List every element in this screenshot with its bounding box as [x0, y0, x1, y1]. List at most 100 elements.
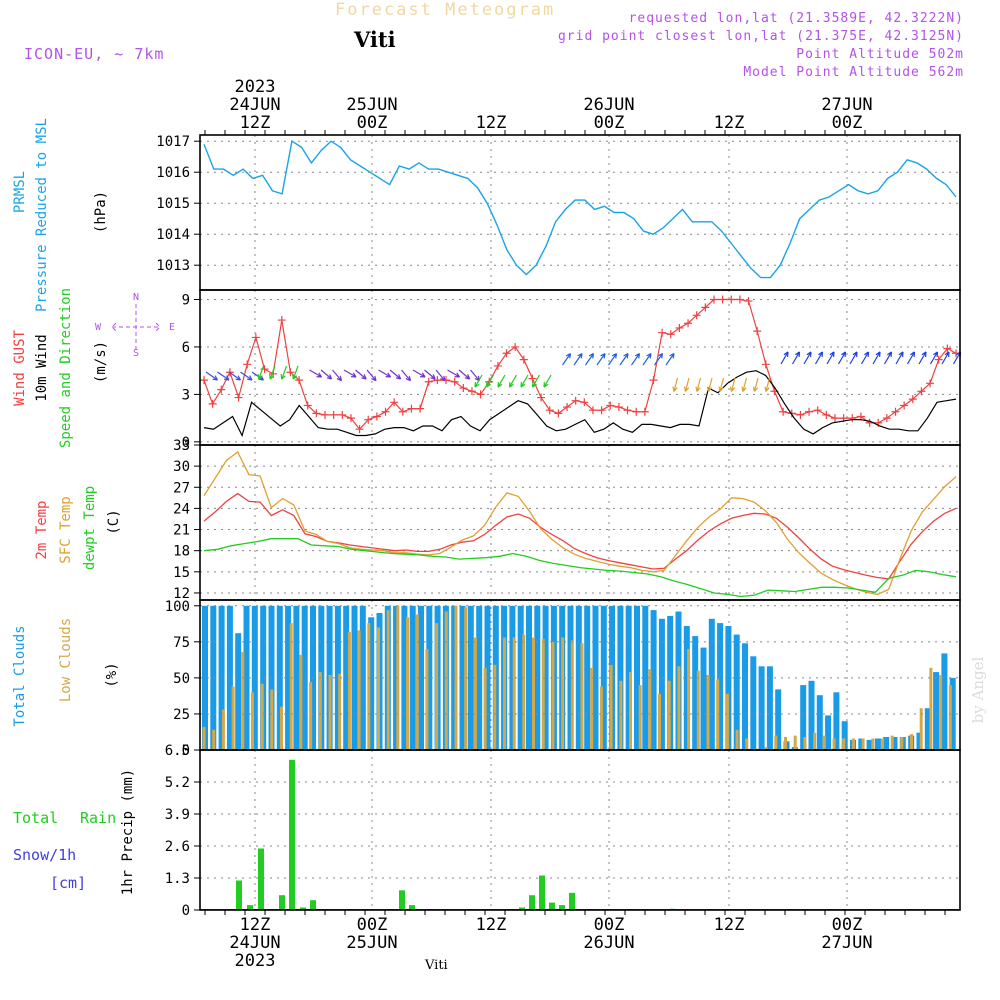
gust-marker: [528, 374, 537, 383]
wind-direction-arrow: [654, 352, 664, 366]
gust-marker: [234, 393, 243, 402]
wind-direction-arrow: [895, 351, 904, 365]
low-cloud-bar: [357, 630, 361, 750]
gust-marker: [493, 361, 502, 370]
total-cloud-bar: [343, 605, 350, 750]
wind-label-gust: Wind GUST: [12, 330, 28, 406]
wind-direction-arrow: [366, 369, 377, 382]
low-cloud-bar: [861, 738, 865, 750]
temp-line-sfc: [203, 451, 957, 596]
chart-title: Forecast Meteogram: [335, 0, 556, 20]
low-cloud-bar: [270, 689, 274, 750]
gust-marker: [433, 376, 442, 385]
gust-marker: [355, 425, 364, 434]
gust-marker: [200, 376, 208, 385]
top-hour-label: 00Z: [357, 113, 388, 133]
low-cloud-bar: [425, 649, 429, 750]
top-hour-label: 12Z: [476, 113, 507, 133]
low-cloud-bar: [309, 682, 313, 750]
gust-marker: [917, 387, 926, 396]
pressure-label-prmsl: PRMSL: [12, 171, 28, 213]
total-cloud-bar: [202, 605, 208, 750]
gust-marker: [424, 377, 433, 386]
top-hour-label: 00Z: [594, 113, 625, 133]
rain-bar: [279, 895, 285, 910]
gust-marker: [554, 409, 563, 418]
wind-direction-arrow: [257, 365, 265, 380]
y-tick-label: 0: [182, 903, 190, 919]
gust-marker: [312, 409, 321, 418]
point-altitude: Point Altitude 502m: [796, 47, 964, 62]
wind-direction-arrow: [803, 351, 812, 365]
total-cloud-bar: [584, 605, 591, 750]
wind-direction-arrow: [665, 352, 675, 366]
gust-marker: [640, 407, 649, 416]
low-cloud-bar: [629, 672, 632, 750]
gust-marker: [545, 406, 554, 415]
gust-marker: [450, 377, 459, 386]
y-tick-label: 27: [173, 480, 190, 496]
panel-frame: [199, 134, 961, 291]
low-cloud-bar: [658, 693, 661, 751]
wind-direction-arrow: [543, 374, 552, 388]
rain-bar: [519, 907, 525, 910]
low-cloud-bar: [687, 649, 691, 750]
wind-direction-arrow: [309, 369, 323, 378]
wind-direction-arrow: [631, 352, 641, 366]
total-cloud-bar: [949, 677, 956, 750]
wind-direction-arrow: [683, 377, 690, 392]
gust-marker: [744, 297, 753, 306]
gust-marker: [675, 323, 684, 332]
bottom-hour-label: 00Z: [832, 915, 863, 935]
requested-coords: requested lon,lat (21.3589E, 42.3222N): [628, 11, 964, 26]
low-cloud-bar: [803, 737, 807, 750]
low-cloud-bar: [609, 664, 613, 750]
total-cloud-bar: [210, 605, 217, 750]
low-cloud-bar: [415, 614, 419, 750]
y-tick-label: 24: [173, 501, 190, 517]
wind-direction-arrow: [531, 374, 541, 388]
total-cloud-bar: [717, 623, 724, 750]
watermark: by Angel: [969, 656, 987, 723]
low-cloud-bar: [483, 667, 487, 750]
wind-direction-arrow: [826, 351, 835, 365]
y-tick-label: 1.3: [165, 871, 190, 887]
compass-cross: [111, 304, 161, 350]
precip-label-total: Total: [13, 809, 58, 827]
gust-marker: [926, 379, 935, 388]
low-cloud-bar: [503, 637, 506, 750]
bottom-day-label: 24JUN: [229, 933, 280, 953]
gust-line: [203, 298, 957, 431]
low-cloud-bar: [551, 641, 555, 750]
gust-marker: [580, 398, 589, 407]
temp-label-2m: 2m Temp: [34, 500, 50, 559]
total-cloud-bar: [866, 739, 873, 750]
rain-bar: [549, 902, 555, 910]
wind-direction-arrow: [860, 351, 870, 365]
low-cloud-bar: [706, 675, 710, 750]
low-cloud-bar: [318, 672, 322, 750]
wind-direction-arrow: [872, 351, 881, 365]
y-tick-label: 1017: [156, 134, 190, 150]
wind-direction-arrow: [562, 352, 572, 366]
low-cloud-bar: [813, 732, 817, 750]
bottom-day-label: 26JUN: [583, 933, 634, 953]
y-tick-label: 2.6: [165, 839, 190, 855]
total-cloud-bar: [933, 672, 940, 750]
wind-direction-arrow: [780, 351, 789, 365]
wind-direction-arrow: [497, 374, 506, 388]
low-cloud-bar: [473, 637, 477, 750]
temp-line-t2m: [203, 492, 957, 580]
gust-marker: [632, 407, 641, 416]
wind-direction-arrow: [217, 371, 230, 381]
low-cloud-bar: [377, 627, 380, 750]
gust-marker: [467, 387, 476, 396]
gust-marker: [822, 410, 831, 419]
total-cloud-bar: [825, 715, 832, 750]
top-hour-label: 12Z: [240, 113, 271, 133]
total-cloud-bar: [841, 721, 848, 750]
rain-bar: [399, 890, 405, 910]
total-cloud-bar: [683, 626, 690, 750]
wind-direction-arrow: [424, 369, 436, 380]
wind-direction-arrow: [814, 351, 824, 365]
